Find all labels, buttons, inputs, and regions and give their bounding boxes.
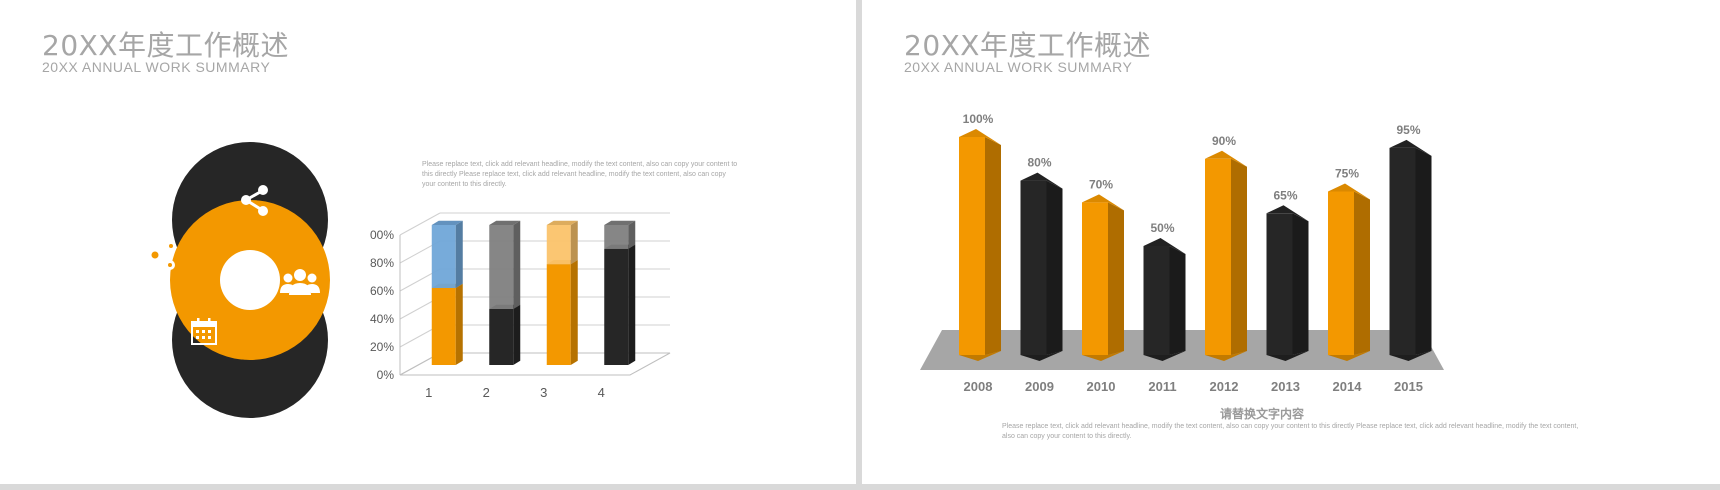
x-tick-label: 1 xyxy=(425,385,432,400)
right-slide-subtitle: 20XX ANNUAL WORK SUMMARY xyxy=(904,59,1133,75)
y-tick-label: 20% xyxy=(370,340,394,354)
stack-segment-side xyxy=(570,220,578,265)
x-tick-label: 2 xyxy=(483,385,490,400)
bar-front xyxy=(1143,246,1170,355)
swirl-diagram xyxy=(141,142,330,418)
left-slide: 20XX年度工作概述 20XX ANNUAL WORK SUMMARY xyxy=(0,0,856,484)
stack-segment-top xyxy=(431,220,463,225)
stack-segment-side xyxy=(628,244,636,365)
bar-base xyxy=(1389,351,1432,361)
y-tick-label: 40% xyxy=(370,312,394,326)
bar-base xyxy=(1205,351,1247,361)
x-tick-label: 2014 xyxy=(1333,379,1363,394)
left-slide-subtitle: 20XX ANNUAL WORK SUMMARY xyxy=(42,59,271,75)
bar-side xyxy=(1169,246,1186,355)
bar-base xyxy=(1082,351,1124,361)
bar-side xyxy=(1354,191,1370,355)
stack-segment-front xyxy=(546,264,571,365)
bar-top xyxy=(1082,194,1124,211)
stack-segment-front xyxy=(604,248,629,365)
stack-segment-front xyxy=(431,288,456,365)
left-slide-title: 20XX年度工作概述 xyxy=(42,29,289,62)
bar-side xyxy=(1108,202,1124,355)
bar-front xyxy=(1205,158,1231,355)
stack-segment-side xyxy=(628,220,636,249)
stacked-bar-chart: 0% 20% 40% 60% 80% 100% 1 2 3 4 xyxy=(370,212,671,400)
bar-top xyxy=(959,129,1001,145)
bar-value-label: 90% xyxy=(1212,134,1236,148)
stack-segment-front xyxy=(489,225,514,309)
stack-segment-side xyxy=(513,304,521,365)
x-tick-label: 2008 xyxy=(964,379,993,394)
yearly-bar-chart: 100% 2008 80% 2009 70% 2010 50% 2011 90% 2012 65% 2… xyxy=(920,112,1444,394)
bar-value-label: 70% xyxy=(1089,177,1113,191)
x-tick-label: 3 xyxy=(540,385,547,400)
stack-segment-top xyxy=(546,220,578,225)
stack-segment-front xyxy=(546,225,571,265)
bar-top xyxy=(1143,238,1186,254)
stack-segment-top xyxy=(489,220,521,225)
swirl-center-hole xyxy=(220,250,280,310)
bar-top xyxy=(1020,172,1063,189)
stack-segment-top xyxy=(604,220,636,225)
bar-base xyxy=(1020,351,1063,361)
bar-front xyxy=(1328,191,1354,355)
y-tick-label: 60% xyxy=(370,284,394,298)
group-icon xyxy=(280,269,320,295)
chart-floor xyxy=(399,352,671,376)
stack-segment-front xyxy=(604,225,629,249)
x-tick-label: 2011 xyxy=(1148,379,1176,394)
bar-value-label: 65% xyxy=(1273,188,1297,202)
bar-side xyxy=(985,137,1001,355)
bar-top xyxy=(1205,150,1247,167)
bar-front xyxy=(1389,147,1416,355)
bar-value-label: 50% xyxy=(1150,221,1174,235)
bar-front xyxy=(1266,213,1293,355)
bar-side xyxy=(1292,213,1309,355)
bar-value-label: 80% xyxy=(1027,156,1051,170)
bar-top xyxy=(1266,205,1309,222)
calendar-icon xyxy=(191,318,217,345)
stack-segment-side xyxy=(513,220,521,309)
x-tick-label: 2013 xyxy=(1271,379,1300,394)
x-tick-label: 2009 xyxy=(1025,379,1054,394)
stack-segment-front xyxy=(431,225,456,288)
stack-segment-side xyxy=(570,260,578,365)
bar-base xyxy=(959,351,1001,361)
bar-base xyxy=(1266,351,1309,361)
bar-side xyxy=(1415,147,1432,355)
right-slide-description: Please replace text, click add relevant … xyxy=(1002,423,1579,440)
right-slide: 20XX年度工作概述 20XX ANNUAL WORK SUMMARY 100%… xyxy=(862,0,1720,484)
bar-side xyxy=(1231,158,1247,355)
stack-segment-side xyxy=(455,283,463,365)
right-slide-title: 20XX年度工作概述 xyxy=(904,29,1151,62)
bar-front xyxy=(1082,202,1108,355)
stack-segment-front xyxy=(489,309,514,365)
y-tick-label: 0% xyxy=(377,368,395,382)
x-tick-label: 2015 xyxy=(1394,379,1423,394)
left-slide-description: Please replace text, click add relevant … xyxy=(422,161,738,188)
bar-top xyxy=(1389,139,1432,156)
bar-front xyxy=(959,137,985,355)
share-icon xyxy=(241,185,268,216)
gears-icon xyxy=(141,241,176,270)
y-tick-label: 80% xyxy=(370,256,394,270)
x-tick-label: 4 xyxy=(598,385,605,400)
x-tick-label: 2012 xyxy=(1210,379,1239,394)
bar-top xyxy=(1328,183,1370,200)
bar-value-label: 100% xyxy=(963,112,994,126)
bar-base xyxy=(1328,351,1370,361)
bar-front xyxy=(1020,180,1047,355)
bar-side xyxy=(1046,180,1063,355)
stack-segment-side xyxy=(455,220,463,288)
grid-side-line xyxy=(399,212,441,236)
right-chart-caption: 请替换文字内容 xyxy=(1219,407,1304,421)
bar-value-label: 95% xyxy=(1396,123,1420,137)
bar-base xyxy=(1143,351,1186,361)
bar-value-label: 75% xyxy=(1335,167,1359,181)
x-tick-label: 2010 xyxy=(1087,379,1116,394)
y-tick-label: 100% xyxy=(370,228,394,242)
